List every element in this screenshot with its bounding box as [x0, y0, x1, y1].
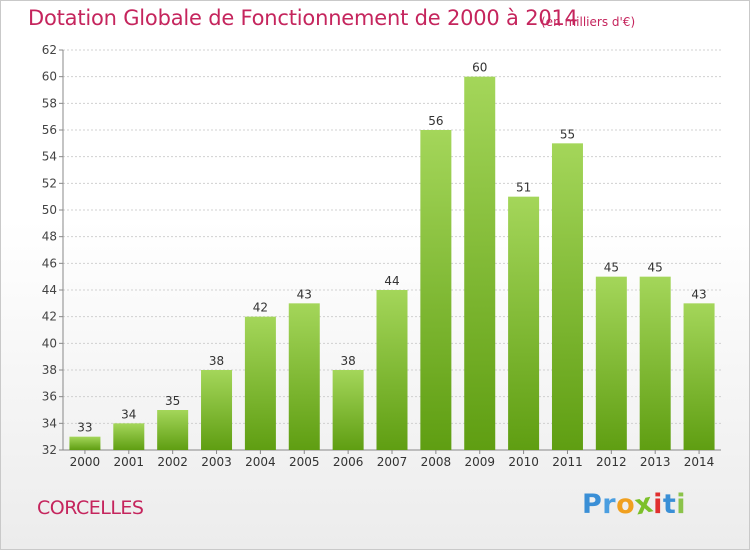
- bar: [201, 370, 233, 450]
- bar: [420, 130, 452, 450]
- y-tick-label: 56: [42, 123, 57, 137]
- logo-letter: i: [653, 489, 663, 520]
- bar-value-label: 44: [384, 274, 399, 288]
- y-tick-label: 52: [42, 176, 57, 190]
- chart-title: Dotation Globale de Fonctionnement de 20…: [28, 6, 578, 30]
- bar-value-label: 43: [297, 287, 312, 301]
- bar-value-label: 43: [691, 287, 706, 301]
- x-tick-label: 2004: [245, 455, 276, 469]
- x-tick-label: 2013: [640, 455, 671, 469]
- bar: [69, 436, 101, 450]
- y-tick-label: 34: [42, 416, 57, 430]
- y-tick-label: 62: [42, 43, 57, 57]
- proxiti-logo: Proxiti: [582, 487, 687, 521]
- x-tick-label: 2011: [552, 455, 583, 469]
- bar: [508, 196, 540, 450]
- x-tick-label: 2014: [684, 455, 715, 469]
- y-tick-label: 38: [42, 363, 57, 377]
- x-tick-label: 2000: [70, 455, 101, 469]
- x-tick-label: 2002: [157, 455, 188, 469]
- x-tick-label: 2006: [333, 455, 364, 469]
- logo-letter: i: [676, 489, 687, 520]
- y-tick-label: 46: [42, 256, 57, 270]
- bar-value-label: 35: [165, 394, 180, 408]
- bar-value-label: 55: [560, 127, 575, 141]
- bar-value-label: 45: [604, 261, 619, 275]
- x-tick-label: 2005: [289, 455, 320, 469]
- bar: [551, 143, 583, 451]
- bar: [464, 76, 496, 451]
- y-tick-label: 40: [42, 336, 57, 350]
- chart-units: (en milliers d'€): [541, 15, 636, 29]
- x-tick-label: 2008: [421, 455, 452, 469]
- y-tick-label: 54: [42, 150, 57, 164]
- bar: [683, 303, 715, 450]
- bar: [639, 276, 671, 450]
- y-tick-label: 48: [42, 230, 57, 244]
- x-tick-label: 2010: [508, 455, 539, 469]
- x-tick-label: 2007: [377, 455, 408, 469]
- bar: [113, 423, 145, 450]
- x-tick-label: 2003: [201, 455, 232, 469]
- y-tick-label: 60: [42, 70, 57, 84]
- bar-value-label: 60: [472, 61, 487, 75]
- y-tick-label: 50: [42, 203, 57, 217]
- bar: [376, 290, 408, 450]
- bar-value-label: 34: [121, 407, 136, 421]
- bar-value-label: 56: [428, 114, 443, 128]
- bar-value-label: 51: [516, 181, 531, 195]
- bar-value-label: 42: [253, 301, 268, 315]
- bar-value-label: 33: [77, 421, 92, 435]
- y-tick-label: 32: [42, 443, 57, 457]
- logo-letter: P: [582, 489, 603, 520]
- bar: [288, 303, 320, 450]
- y-tick-label: 42: [42, 310, 57, 324]
- y-tick-label: 44: [42, 283, 57, 297]
- bar-value-label: 38: [340, 354, 355, 368]
- bar-value-label: 38: [209, 354, 224, 368]
- logo-letter: o: [616, 489, 636, 520]
- bar: [244, 316, 276, 450]
- x-tick-label: 2009: [464, 455, 495, 469]
- logo-letter: r: [602, 489, 617, 520]
- bar: [332, 370, 364, 450]
- x-tick-label: 2012: [596, 455, 627, 469]
- bar: [157, 410, 189, 450]
- x-tick-label: 2001: [114, 455, 145, 469]
- y-tick-label: 36: [42, 390, 57, 404]
- bar-value-label: 45: [648, 261, 663, 275]
- logo-letter: t: [662, 489, 677, 520]
- y-tick-label: 58: [42, 96, 57, 110]
- commune-name: CORCELLES: [37, 497, 144, 519]
- bar: [595, 276, 627, 450]
